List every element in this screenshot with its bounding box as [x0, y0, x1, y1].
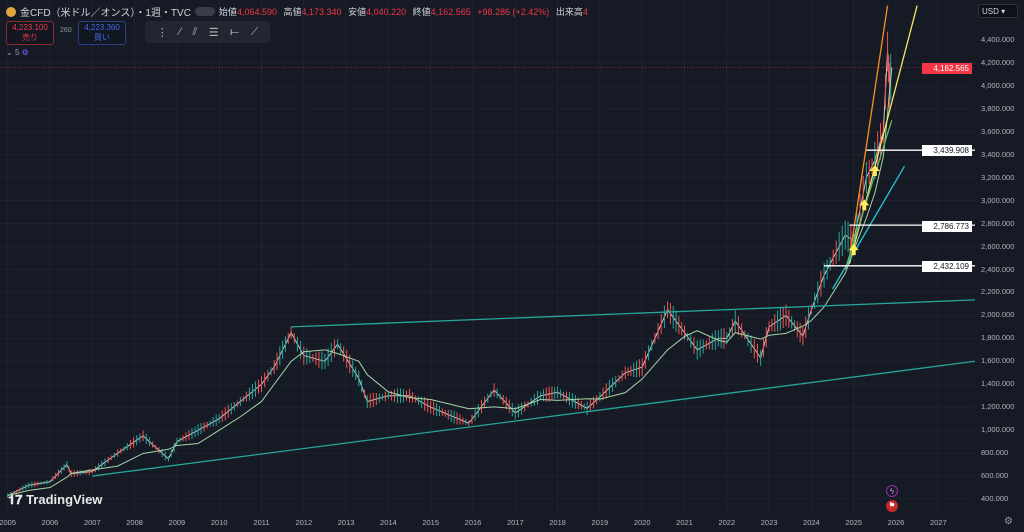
time-tick-label: 2006	[41, 518, 59, 527]
price-tick-label: 1,600.000	[981, 356, 1015, 366]
buy-button[interactable]: 4,223.360 買い	[78, 21, 126, 45]
indicators-toggle[interactable]: ⌄ 5 ⚙	[6, 48, 29, 57]
ohlc-values: 始値4,064.590 高値4,173.340 安値4,040.220 終値4,…	[218, 7, 588, 17]
price-tick-label: 1,200.000	[981, 402, 1015, 412]
time-tick-label: 2014	[380, 518, 397, 527]
cyan-fan-trendline	[831, 165, 906, 290]
price-tick-label: 2,400.000	[981, 264, 1015, 274]
time-tick-label: 2005	[0, 518, 17, 527]
up-arrow-icon	[848, 244, 859, 256]
time-tick-label: 2013	[337, 518, 355, 527]
time-tick-label: 2012	[295, 518, 313, 527]
drag-handle-icon[interactable]: ⋮	[156, 26, 168, 39]
time-tick-label: 2027	[929, 518, 947, 527]
time-tick-label: 2008	[126, 518, 143, 527]
level-label: 2,786.773	[922, 221, 972, 232]
visibility-toggle[interactable]	[194, 7, 215, 16]
price-tick-label: 2,000.000	[981, 310, 1015, 320]
time-tick-label: 2010	[210, 518, 228, 527]
price-tick-label: 2,200.000	[981, 287, 1015, 297]
parallel-channel-icon[interactable]: ⫽	[192, 25, 198, 38]
symbol-title[interactable]: 金CFD（米ドル／オンス）・1週・TVC	[20, 8, 191, 19]
price-tick-label: 2,600.000	[981, 241, 1015, 251]
current-price-label: 4,162.565	[922, 63, 972, 74]
time-tick-label: 2018	[549, 518, 566, 527]
fib-retracement-icon[interactable]: ☰	[208, 26, 219, 39]
price-tick-label: 1,000.000	[981, 425, 1015, 435]
green-fan-trendline	[844, 120, 893, 270]
up-arrow-icon	[859, 199, 870, 211]
us-flag-event-icon[interactable]: ⚑	[886, 500, 898, 512]
symbol-header: 金CFD（米ドル／オンス）・1週・TVC 始値4,064.590 高値4,173…	[6, 4, 592, 19]
lower-channel-trendline	[92, 360, 975, 477]
time-tick-label: 2009	[168, 518, 186, 527]
level-label: 2,432.109	[922, 261, 972, 272]
price-tick-label: 4,200.000	[981, 57, 1015, 67]
ray-icon[interactable]: ⟋	[250, 25, 259, 38]
time-tick-label: 2020	[633, 518, 651, 527]
upper-channel-trendline	[291, 299, 975, 328]
price-tick-label: 2,800.000	[981, 218, 1015, 228]
gold-logo-icon	[6, 6, 16, 17]
trend-line-icon[interactable]: ⁄	[179, 26, 181, 38]
time-tick-label: 2024	[803, 518, 820, 527]
time-tick-label: 2007	[83, 518, 101, 527]
price-tick-label: 3,200.000	[981, 172, 1015, 182]
spread: 260	[60, 27, 72, 34]
price-tick-label: 1,400.000	[981, 379, 1015, 389]
price-tick-label: 3,400.000	[981, 149, 1015, 159]
sell-button[interactable]: 4,223.100 売り	[6, 21, 54, 45]
price-tick-label: 800.000	[981, 448, 1009, 458]
time-tick-label: 2015	[422, 518, 440, 527]
time-tick-label: 2017	[506, 518, 524, 527]
time-tick-label: 2016	[464, 518, 482, 527]
price-tick-label: 4,000.000	[981, 80, 1015, 90]
settings-gear-icon[interactable]: ⚙	[1004, 516, 1013, 527]
price-tick-label: 4,400.000	[981, 35, 1015, 44]
currency-select[interactable]: USD ▾	[978, 4, 1018, 18]
time-tick-label: 2021	[676, 518, 693, 527]
up-arrow-icon	[869, 164, 880, 176]
moving-average-line	[7, 68, 893, 497]
price-tick-label: 3,000.000	[981, 195, 1015, 205]
time-tick-label: 2019	[591, 518, 609, 527]
horizontal-ray-icon[interactable]: ⟝	[230, 25, 240, 38]
time-tick-label: 2023	[760, 518, 778, 527]
price-tick-label: 1,800.000	[981, 333, 1015, 343]
time-tick-label: 2025	[845, 518, 863, 527]
time-tick-label: 2026	[887, 518, 905, 527]
price-tick-label: 400.000	[981, 494, 1009, 503]
orange-fan-trendline	[848, 5, 889, 259]
event-flash-icon[interactable]: ϟ	[886, 485, 898, 497]
price-tick-label: 600.000	[981, 471, 1009, 481]
drawing-toolbar: ⋮ ⁄ ⫽ ☰ ⟝ ⟋	[145, 21, 270, 43]
tradingview-logo: 𝟏𝟕 TradingView	[8, 492, 103, 507]
price-chart[interactable]	[0, 0, 975, 512]
time-tick-label: 2022	[718, 518, 736, 527]
price-tick-label: 3,800.000	[981, 103, 1015, 113]
price-tick-label: 3,600.000	[981, 126, 1015, 136]
level-label: 3,439.908	[922, 145, 972, 156]
time-tick-label: 2011	[253, 518, 270, 527]
